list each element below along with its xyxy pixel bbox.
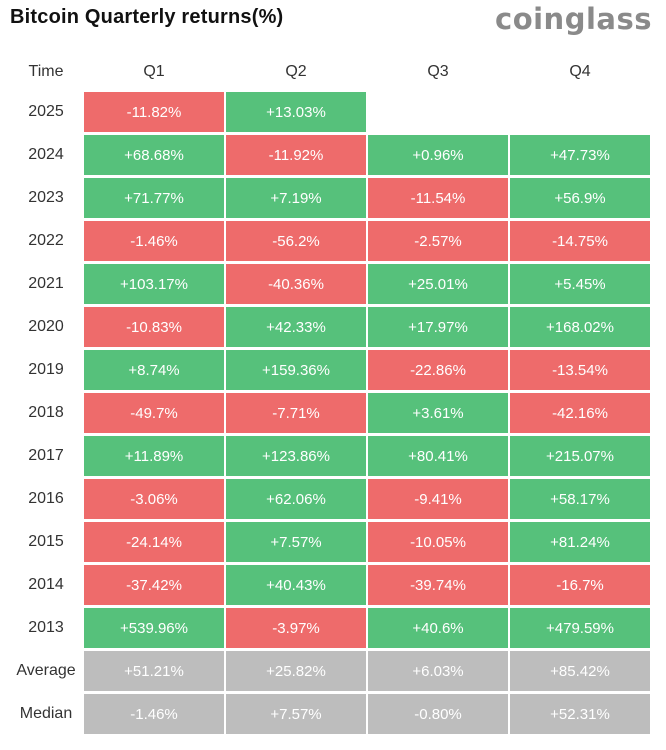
return-cell: -39.74% — [368, 565, 508, 605]
return-cell: +62.06% — [226, 479, 366, 519]
return-cell: -2.57% — [368, 221, 508, 261]
row-label: 2022 — [28, 232, 64, 249]
return-cell: +68.68% — [84, 135, 224, 175]
return-cell: +40.6% — [368, 608, 508, 648]
return-cell: -40.36% — [226, 264, 366, 304]
row-label: 2024 — [28, 146, 64, 163]
return-cell: +479.59% — [510, 608, 650, 648]
return-cell: -9.41% — [368, 479, 508, 519]
column-header-q1: Q1 — [143, 63, 165, 80]
table-row: 2023 +71.77% +7.19% -11.54% +56.9% — [10, 178, 650, 218]
return-cell: +168.02% — [510, 307, 650, 347]
summary-cell: +52.31% — [510, 694, 650, 734]
table-row: 2016 -3.06% +62.06% -9.41% +58.17% — [10, 479, 650, 519]
summary-cell: +25.82% — [226, 651, 366, 691]
return-cell: -11.92% — [226, 135, 366, 175]
return-cell: -42.16% — [510, 393, 650, 433]
chart-header: Bitcoin Quarterly returns(%) coinglass — [0, 0, 666, 40]
return-cell: +123.86% — [226, 436, 366, 476]
summary-cell: -1.46% — [84, 694, 224, 734]
return-cell: +25.01% — [368, 264, 508, 304]
return-cell: +0.96% — [368, 135, 508, 175]
return-cell: -1.46% — [84, 221, 224, 261]
return-cell: -49.7% — [84, 393, 224, 433]
return-cell: +5.45% — [510, 264, 650, 304]
row-label: 2020 — [28, 318, 64, 335]
column-header-q3: Q3 — [427, 63, 449, 80]
return-cell: -14.75% — [510, 221, 650, 261]
row-label: 2013 — [28, 619, 64, 636]
return-cell: +42.33% — [226, 307, 366, 347]
return-cell: +159.36% — [226, 350, 366, 390]
row-label: 2021 — [28, 275, 64, 292]
row-label: 2015 — [28, 533, 64, 550]
row-label: 2014 — [28, 576, 64, 593]
return-cell: +7.57% — [226, 522, 366, 562]
return-cell: -37.42% — [84, 565, 224, 605]
table-row: 2019 +8.74% +159.36% -22.86% -13.54% — [10, 350, 650, 390]
return-cell: +47.73% — [510, 135, 650, 175]
return-cell: -56.2% — [226, 221, 366, 261]
return-cell: +81.24% — [510, 522, 650, 562]
chart-title: Bitcoin Quarterly returns(%) — [10, 6, 284, 28]
row-label: 2023 — [28, 189, 64, 206]
summary-cell: +7.57% — [226, 694, 366, 734]
column-header-q2: Q2 — [285, 63, 307, 80]
table-row: 2013 +539.96% -3.97% +40.6% +479.59% — [10, 608, 650, 648]
return-cell: -24.14% — [84, 522, 224, 562]
return-cell: +215.07% — [510, 436, 650, 476]
return-cell: +56.9% — [510, 178, 650, 218]
table-header: Time Q1 Q2 Q3 Q4 — [10, 52, 650, 92]
summary-cell: -0.80% — [368, 694, 508, 734]
return-cell: +7.19% — [226, 178, 366, 218]
return-cell: +80.41% — [368, 436, 508, 476]
return-cell: +103.17% — [84, 264, 224, 304]
summary-row: Median -1.46% +7.57% -0.80% +52.31% — [10, 694, 650, 734]
brand-logo: coinglass — [495, 2, 652, 36]
column-header-time: Time — [28, 63, 64, 80]
summary-label: Average — [16, 662, 76, 679]
row-label: 2025 — [28, 103, 64, 120]
table-row: 2017 +11.89% +123.86% +80.41% +215.07% — [10, 436, 650, 476]
table-row: 2018 -49.7% -7.71% +3.61% -42.16% — [10, 393, 650, 433]
table-row: 2015 -24.14% +7.57% -10.05% +81.24% — [10, 522, 650, 562]
column-header-q4: Q4 — [569, 63, 591, 80]
row-label: 2017 — [28, 447, 64, 464]
return-cell: -13.54% — [510, 350, 650, 390]
return-cell: +8.74% — [84, 350, 224, 390]
return-cell: +13.03% — [226, 92, 366, 132]
return-cell: -3.97% — [226, 608, 366, 648]
return-cell: -11.54% — [368, 178, 508, 218]
summary-label: Median — [19, 705, 73, 722]
return-cell: +71.77% — [84, 178, 224, 218]
summary-cell: +6.03% — [368, 651, 508, 691]
return-cell: -10.83% — [84, 307, 224, 347]
return-cell: -7.71% — [226, 393, 366, 433]
summary-cell: +85.42% — [510, 651, 650, 691]
return-cell: +3.61% — [368, 393, 508, 433]
row-label: 2016 — [28, 490, 64, 507]
table-row: 2022 -1.46% -56.2% -2.57% -14.75% — [10, 221, 650, 261]
return-cell: +17.97% — [368, 307, 508, 347]
return-cell: -10.05% — [368, 522, 508, 562]
return-cell: +58.17% — [510, 479, 650, 519]
table-row: 2020 -10.83% +42.33% +17.97% +168.02% — [10, 307, 650, 347]
row-label: 2019 — [28, 361, 64, 378]
return-cell: +539.96% — [84, 608, 224, 648]
summary-cell: +51.21% — [84, 651, 224, 691]
table-row: 2024 +68.68% -11.92% +0.96% +47.73% — [10, 135, 650, 175]
return-cell: -16.7% — [510, 565, 650, 605]
return-cell: -3.06% — [84, 479, 224, 519]
table-row: 2014 -37.42% +40.43% -39.74% -16.7% — [10, 565, 650, 605]
return-cell: -11.82% — [84, 92, 224, 132]
return-cell: +11.89% — [84, 436, 224, 476]
table-row: 2021 +103.17% -40.36% +25.01% +5.45% — [10, 264, 650, 304]
summary-row: Average +51.21% +25.82% +6.03% +85.42% — [10, 651, 650, 691]
table-row: 2025 -11.82% +13.03% — [10, 92, 650, 132]
return-cell: -22.86% — [368, 350, 508, 390]
return-cell: +40.43% — [226, 565, 366, 605]
row-label: 2018 — [28, 404, 64, 421]
